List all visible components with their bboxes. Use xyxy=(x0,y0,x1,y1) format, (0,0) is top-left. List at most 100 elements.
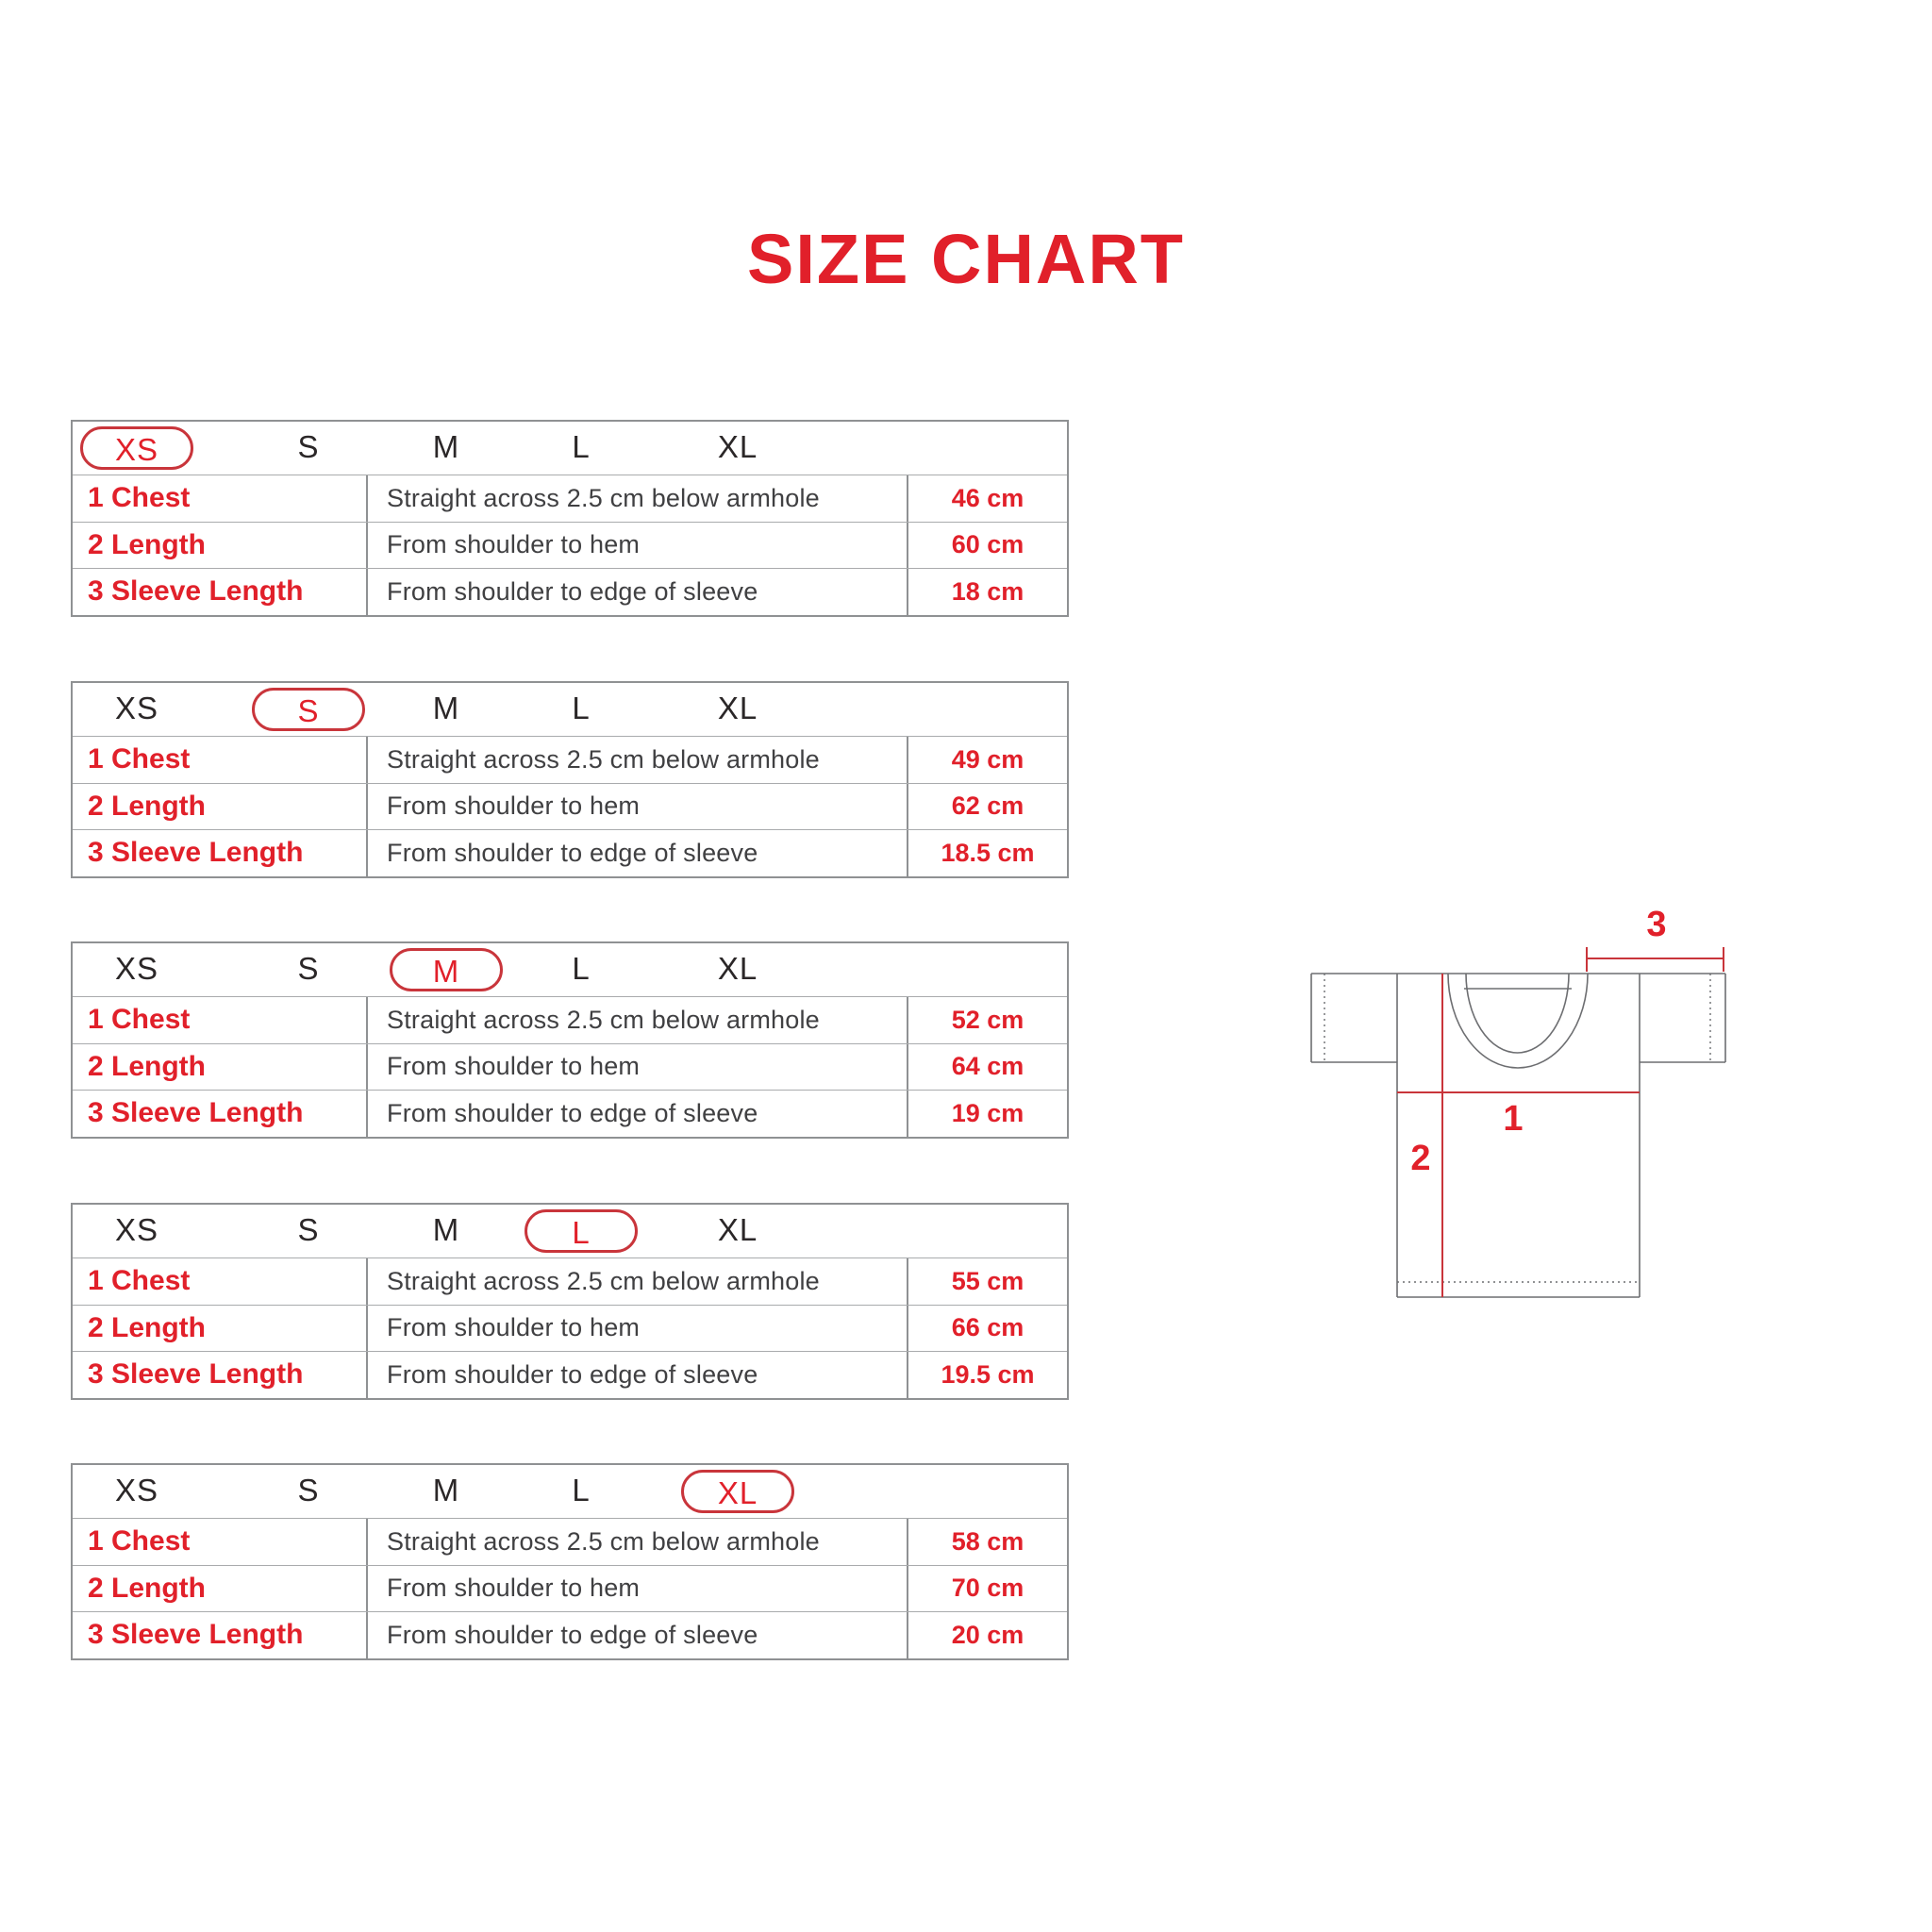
measure-label: 3 Sleeve Length xyxy=(73,1091,368,1137)
table-row: 3 Sleeve Length From shoulder to edge of… xyxy=(73,1611,1067,1658)
measure-value: 20 cm xyxy=(951,1620,1024,1649)
size-selector-row: XS S M L XL xyxy=(73,422,1067,475)
measure-value: 46 cm xyxy=(951,483,1024,512)
size-selector-row: XS S M L XL xyxy=(73,1205,1067,1257)
size-option-m: M xyxy=(390,948,503,991)
size-selector-row: XS S M L XL xyxy=(73,943,1067,996)
measure-value: 70 cm xyxy=(951,1574,1024,1603)
size-table-xs: XS S M L XL 1 Chest Straight across 2.5 … xyxy=(71,420,1069,617)
measure-description: From shoulder to edge of sleeve xyxy=(368,1612,908,1658)
table-row: 1 Chest Straight across 2.5 cm below arm… xyxy=(73,1518,1067,1565)
measure-label: 2 Length xyxy=(73,1565,368,1611)
measure-description: From shoulder to hem xyxy=(368,1043,908,1090)
table-row: 2 Length From shoulder to hem 66 cm xyxy=(73,1304,1067,1351)
measure-description: From shoulder to hem xyxy=(368,1565,908,1611)
size-option-xl: XL xyxy=(717,691,758,725)
measure-value: 58 cm xyxy=(951,1526,1024,1556)
table-row: 3 Sleeve Length From shoulder to edge of… xyxy=(73,829,1067,876)
size-selector-row: XS S M L XL xyxy=(73,1465,1067,1518)
measure-number-2: 2 xyxy=(1410,1139,1430,1178)
table-row: 1 Chest Straight across 2.5 cm below arm… xyxy=(73,475,1067,522)
measure-label: 1 Chest xyxy=(73,997,368,1043)
measure-value: 18.5 cm xyxy=(941,838,1035,867)
measure-description: From shoulder to hem xyxy=(368,1305,908,1351)
measure-value: 49 cm xyxy=(951,744,1024,774)
size-table-s: XS S M L XL 1 Chest Straight across 2.5 … xyxy=(71,681,1069,878)
measure-description: Straight across 2.5 cm below armhole xyxy=(368,997,908,1043)
size-option-s: S xyxy=(297,429,320,464)
size-option-l: L xyxy=(572,951,591,986)
measure-description: From shoulder to edge of sleeve xyxy=(368,830,908,876)
size-option-xl: XL xyxy=(717,951,758,986)
size-table-l: XS S M L XL 1 Chest Straight across 2.5 … xyxy=(71,1203,1069,1400)
size-option-xs: XS xyxy=(114,1212,159,1247)
measure-label: 1 Chest xyxy=(73,737,368,783)
measure-label: 3 Sleeve Length xyxy=(73,569,368,615)
size-option-xl: XL xyxy=(717,1212,758,1247)
size-option-m: M xyxy=(432,1212,460,1247)
size-option-l: L xyxy=(525,1209,638,1253)
measure-value: 60 cm xyxy=(951,530,1024,559)
size-option-xl: XL xyxy=(717,429,758,464)
measure-description: Straight across 2.5 cm below armhole xyxy=(368,1519,908,1565)
measure-label: 2 Length xyxy=(73,783,368,829)
collar-inner-arc xyxy=(1465,973,1570,1054)
measure-value: 18 cm xyxy=(951,576,1024,606)
size-option-l: L xyxy=(572,1473,591,1507)
size-option-m: M xyxy=(432,1473,460,1507)
measure-label: 2 Length xyxy=(73,522,368,568)
table-row: 2 Length From shoulder to hem 62 cm xyxy=(73,782,1067,829)
measure-number-3: 3 xyxy=(1646,905,1666,944)
size-option-l: L xyxy=(572,691,591,725)
size-option-l: L xyxy=(572,429,591,464)
table-row: 1 Chest Straight across 2.5 cm below arm… xyxy=(73,736,1067,783)
measure-number-1: 1 xyxy=(1503,1099,1523,1139)
page-title: SIZE CHART xyxy=(747,220,1185,298)
size-option-s: S xyxy=(297,1473,320,1507)
measure-description: From shoulder to edge of sleeve xyxy=(368,1091,908,1137)
tshirt-diagram: 1 2 3 xyxy=(1310,905,1726,1298)
size-option-s: S xyxy=(252,688,365,731)
size-option-xs: XS xyxy=(114,1473,159,1507)
size-option-xs: XS xyxy=(80,426,193,470)
size-option-s: S xyxy=(297,951,320,986)
measure-label: 1 Chest xyxy=(73,1519,368,1565)
size-table-xl: XS S M L XL 1 Chest Straight across 2.5 … xyxy=(71,1463,1069,1660)
measure-label: 2 Length xyxy=(73,1043,368,1090)
measurement-lines xyxy=(1397,947,1724,1297)
measure-description: Straight across 2.5 cm below armhole xyxy=(368,1258,908,1305)
table-row: 3 Sleeve Length From shoulder to edge of… xyxy=(73,568,1067,615)
table-row: 1 Chest Straight across 2.5 cm below arm… xyxy=(73,1257,1067,1305)
measure-label: 1 Chest xyxy=(73,475,368,522)
measure-label: 1 Chest xyxy=(73,1258,368,1305)
size-option-m: M xyxy=(432,691,460,725)
measure-description: From shoulder to edge of sleeve xyxy=(368,569,908,615)
measure-label: 2 Length xyxy=(73,1305,368,1351)
size-table-m: XS S M L XL 1 Chest Straight across 2.5 … xyxy=(71,941,1069,1139)
measure-label: 3 Sleeve Length xyxy=(73,1612,368,1658)
measure-label: 3 Sleeve Length xyxy=(73,830,368,876)
measure-value: 62 cm xyxy=(951,791,1024,821)
size-option-s: S xyxy=(297,1212,320,1247)
tshirt-outline xyxy=(1310,973,1726,1298)
measure-value: 66 cm xyxy=(951,1313,1024,1342)
table-row: 1 Chest Straight across 2.5 cm below arm… xyxy=(73,996,1067,1043)
measure-label: 3 Sleeve Length xyxy=(73,1352,368,1398)
measure-value: 52 cm xyxy=(951,1005,1024,1034)
size-option-xs: XS xyxy=(114,951,159,986)
measure-value: 19.5 cm xyxy=(941,1359,1035,1389)
table-row: 3 Sleeve Length From shoulder to edge of… xyxy=(73,1351,1067,1398)
table-row: 2 Length From shoulder to hem 64 cm xyxy=(73,1042,1067,1090)
measure-description: From shoulder to edge of sleeve xyxy=(368,1352,908,1398)
measure-description: From shoulder to hem xyxy=(368,783,908,829)
collar-outer-arc xyxy=(1447,973,1589,1069)
size-option-m: M xyxy=(432,429,460,464)
table-row: 3 Sleeve Length From shoulder to edge of… xyxy=(73,1090,1067,1137)
size-option-xs: XS xyxy=(114,691,159,725)
measure-description: Straight across 2.5 cm below armhole xyxy=(368,737,908,783)
size-selector-row: XS S M L XL xyxy=(73,683,1067,736)
size-option-xl: XL xyxy=(681,1470,794,1513)
measure-value: 64 cm xyxy=(951,1052,1024,1081)
measure-value: 55 cm xyxy=(951,1266,1024,1295)
table-row: 2 Length From shoulder to hem 60 cm xyxy=(73,521,1067,568)
